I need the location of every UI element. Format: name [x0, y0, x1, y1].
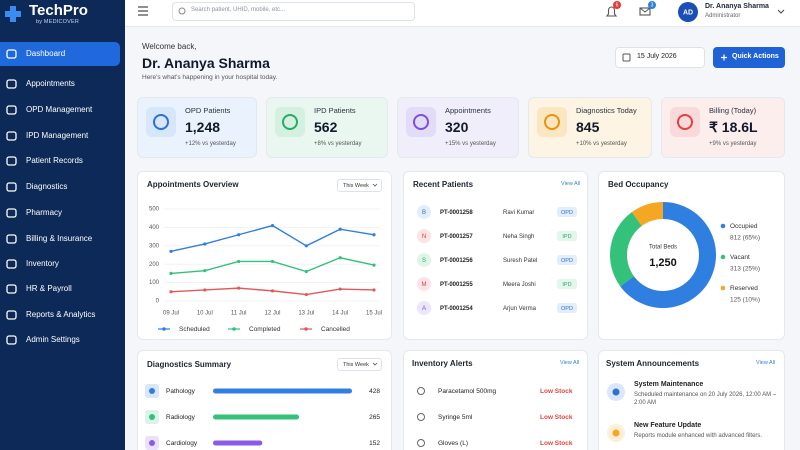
search-box[interactable]	[172, 2, 415, 21]
nav-item[interactable]: Inventory	[26, 259, 59, 268]
stat-value: 562	[314, 119, 338, 135]
nav-item[interactable]: Dashboard	[26, 49, 66, 58]
stat-change: +12% vs yesterday	[185, 141, 236, 147]
search-placeholder: Search patient, UHID, mobile, etc...	[191, 7, 286, 13]
user-role: Administrator	[705, 13, 741, 19]
stat-label: Appointments	[445, 106, 491, 115]
stat-value: 320	[445, 119, 469, 135]
stat-icon-box	[146, 107, 176, 137]
stat-value: 1,248	[185, 119, 221, 135]
brand: TechPro	[29, 2, 88, 19]
nav-item[interactable]: Pharmacy	[26, 208, 63, 217]
nav-active	[0, 42, 120, 66]
nav-item[interactable]: OPD Management	[26, 105, 93, 114]
date-picker[interactable]	[615, 47, 705, 68]
filter-dropdown[interactable]: This Week	[337, 179, 382, 192]
panel-title: System Announcements	[606, 359, 700, 368]
view-all-link[interactable]: View All	[756, 360, 776, 366]
nav-item[interactable]: Reports & Analytics	[26, 310, 96, 319]
welcome-subtitle: Here's what's happening in your hospital…	[142, 74, 278, 81]
appointments-panel	[137, 171, 392, 340]
date-text: 15 July 2026	[637, 53, 677, 60]
panel-title: Bed Occupancy	[608, 180, 669, 189]
announcement-title: System Maintenance	[634, 381, 704, 388]
nav-item[interactable]: HR & Payroll	[26, 284, 72, 293]
announcement-title: New Feature Update	[634, 422, 702, 429]
inventory-panel	[403, 350, 588, 450]
panel-title: Inventory Alerts	[412, 359, 473, 368]
nav-item[interactable]: Appointments	[26, 79, 75, 88]
panel-title: Diagnostics Summary	[147, 360, 232, 369]
quick-actions-text: Quick Actions	[732, 53, 779, 60]
quick-actions-button[interactable]	[713, 47, 785, 68]
stat-icon-box	[406, 107, 436, 137]
brand-sub: by MEDICOVER	[36, 19, 80, 25]
view-all-link[interactable]: View All	[561, 181, 581, 187]
stat-change: +15% vs yesterday	[445, 141, 496, 147]
nav-item[interactable]: Diagnostics	[26, 182, 68, 191]
stat-value: 845	[576, 119, 600, 135]
sidebar	[0, 0, 125, 450]
nav-item[interactable]: IPD Management	[26, 131, 89, 140]
stat-value: ₹ 18.6L	[709, 119, 758, 135]
stat-change: +10% vs yesterday	[576, 141, 627, 147]
nav-item[interactable]: Admin Settings	[26, 335, 80, 344]
stat-change: +8% vs yesterday	[314, 141, 362, 147]
stat-label: IPD Patients	[314, 106, 356, 115]
stat-icon-box	[670, 107, 700, 137]
nav-item[interactable]: Patient Records	[26, 156, 83, 165]
recent-patients-panel	[403, 171, 588, 340]
announcements-panel	[598, 350, 785, 450]
stat-label: Diagnostics Today	[576, 106, 637, 115]
stat-label: Billing (Today)	[709, 106, 757, 115]
panel-title: Appointments Overview	[147, 180, 239, 189]
stat-change: +9% vs yesterday	[709, 141, 757, 147]
user-name: Dr. Ananya Sharma	[705, 3, 769, 10]
stat-icon-box	[537, 107, 567, 137]
nav-item[interactable]: Billing & Insurance	[26, 234, 93, 243]
announcement-text: Scheduled maintenance on 20 July 2026, 1…	[634, 392, 777, 406]
greeting: Welcome back,	[142, 42, 197, 51]
stat-label: OPD Patients	[185, 106, 231, 115]
filter-dropdown[interactable]: This Week	[337, 358, 382, 371]
stat-icon-box	[275, 107, 305, 137]
view-all-link[interactable]: View All	[560, 360, 580, 366]
panel-title: Recent Patients	[413, 180, 474, 189]
welcome-name: Dr. Ananya Sharma	[142, 55, 270, 71]
bed-occupancy-panel	[598, 171, 785, 340]
announcement-text: Reports module enhanced with advanced fi…	[634, 433, 763, 439]
